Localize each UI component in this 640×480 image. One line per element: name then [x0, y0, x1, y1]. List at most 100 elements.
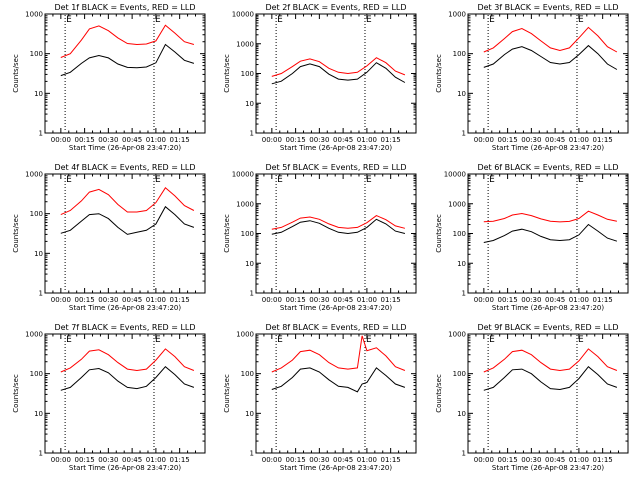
x-tick-label: 00:15: [286, 456, 306, 464]
x-tick-label: 01:15: [593, 296, 613, 304]
x-axis-label: Start Time (26-Apr-08 23:47:20): [69, 144, 181, 152]
x-tick-label: 01:00: [357, 456, 377, 464]
x-tick-label: 00:45: [333, 456, 353, 464]
series-line-events: [271, 218, 406, 235]
x-tick-label: 00:00: [474, 136, 494, 144]
series-line-events: [483, 365, 618, 391]
x-tick-label: 01:15: [170, 456, 190, 464]
x-tick-label: 00:30: [521, 136, 541, 144]
y-tick-label: 10000: [444, 171, 466, 179]
y-tick-label: 10: [457, 90, 466, 98]
chart-panel-3: Det 3f BLACK = Events, RED = LLD 1 10 100 10…: [435, 3, 629, 152]
chart-title: Det 9f BLACK = Events, RED = LLD: [477, 323, 618, 332]
x-tick-label: 00:00: [51, 136, 71, 144]
x-tick-label: 01:00: [357, 136, 377, 144]
chart-panel-2: Det 2f BLACK = Events, RED = LLD 1 10 100 10…: [223, 3, 417, 152]
y-tick-label: 1: [250, 130, 254, 138]
chart-title: Det 1f BLACK = Events, RED = LLD: [54, 3, 195, 12]
series-line-lld: [60, 187, 195, 216]
x-tick-label: 01:15: [381, 136, 401, 144]
x-tick-label: 01:00: [569, 456, 589, 464]
y-tick-label: 1: [250, 290, 254, 298]
y-axis-label: Counts/sec: [12, 54, 20, 93]
chart-title: Det 2f BLACK = Events, RED = LLD: [265, 3, 406, 12]
chart-title: Det 6f BLACK = Events, RED = LLD: [477, 163, 618, 172]
x-tick-label: 01:15: [593, 456, 613, 464]
x-tick-label: 01:15: [381, 296, 401, 304]
x-tick-label: 00:45: [122, 456, 142, 464]
y-tick-label: 10: [34, 250, 43, 258]
y-axis-label: Counts/sec: [435, 214, 443, 253]
y-axis-label: Counts/sec: [223, 374, 231, 413]
y-tick-label: 1000: [448, 200, 466, 208]
y-tick-label: 1000: [25, 331, 43, 339]
y-tick-label: 100: [241, 70, 254, 78]
x-axis-label: Start Time (26-Apr-08 23:47:20): [280, 304, 392, 312]
series-line-events: [60, 205, 195, 235]
y-tick-label: 1000: [448, 11, 466, 19]
event-marker-label: E: [66, 15, 72, 25]
series-line-lld: [483, 26, 618, 53]
x-tick-label: 00:15: [75, 456, 95, 464]
chart-panel-4: Det 4f BLACK = Events, RED = LLD 1 10 100 10…: [12, 163, 206, 312]
x-tick-label: 00:00: [262, 136, 282, 144]
series-line-events: [483, 44, 618, 70]
series-line-events: [271, 62, 406, 85]
event-marker-label: E: [489, 15, 495, 25]
series-line-lld: [271, 215, 406, 230]
x-tick-label: 00:30: [309, 296, 329, 304]
x-tick-label: 00:15: [498, 456, 518, 464]
x-tick-label: 01:15: [381, 456, 401, 464]
x-tick-label: 00:30: [98, 296, 118, 304]
event-marker-label: E: [277, 335, 283, 345]
chart-panel-9: Det 9f BLACK = Events, RED = LLD 1 10 100 10…: [435, 323, 629, 472]
x-tick-label: 01:00: [569, 296, 589, 304]
x-tick-label: 00:15: [498, 136, 518, 144]
series-line-lld: [60, 348, 195, 373]
x-tick-label: 00:30: [98, 136, 118, 144]
x-axis-label: Start Time (26-Apr-08 23:47:20): [69, 304, 181, 312]
plot-frame: [44, 333, 206, 454]
series-line-events: [60, 43, 195, 77]
chart-panel-8: Det 8f BLACK = Events, RED = LLD 1 10 100 10…: [223, 323, 417, 472]
y-tick-label: 10000: [232, 171, 254, 179]
event-marker-label: E: [155, 335, 161, 345]
y-tick-label: 1: [462, 130, 466, 138]
x-tick-label: 00:30: [521, 296, 541, 304]
x-tick-label: 01:15: [170, 136, 190, 144]
event-marker-label: E: [155, 15, 161, 25]
x-tick-label: 00:30: [98, 456, 118, 464]
chart-title: Det 5f BLACK = Events, RED = LLD: [265, 163, 406, 172]
x-tick-label: 01:00: [146, 136, 166, 144]
y-axis-label: Counts/sec: [435, 54, 443, 93]
plot-frame: [44, 173, 206, 294]
x-tick-label: 00:30: [309, 136, 329, 144]
chart-panel-7: Det 7f BLACK = Events, RED = LLD 1 10 100 10…: [12, 323, 206, 472]
y-tick-label: 100: [453, 50, 466, 58]
y-tick-label: 1: [39, 290, 43, 298]
y-tick-label: 1000: [448, 331, 466, 339]
y-tick-label: 10: [457, 260, 466, 268]
x-tick-label: 00:00: [262, 456, 282, 464]
x-tick-label: 01:00: [569, 136, 589, 144]
y-axis-label: Counts/sec: [223, 54, 231, 93]
x-tick-label: 00:45: [333, 296, 353, 304]
y-tick-label: 100: [453, 230, 466, 238]
plot-frame: [255, 333, 417, 454]
y-axis-label: Counts/sec: [12, 214, 20, 253]
x-tick-label: 01:00: [146, 296, 166, 304]
x-tick-label: 00:00: [262, 296, 282, 304]
series-line-events: [60, 366, 195, 391]
y-tick-label: 100: [30, 210, 43, 218]
plot-frame: [44, 13, 206, 134]
y-axis-label: Counts/sec: [12, 374, 20, 413]
x-tick-label: 00:30: [521, 456, 541, 464]
y-tick-label: 1000: [236, 331, 254, 339]
x-tick-label: 00:45: [545, 456, 565, 464]
x-axis-label: Start Time (26-Apr-08 23:47:20): [280, 464, 392, 472]
event-marker-label: E: [366, 15, 372, 25]
event-marker-label: E: [155, 175, 161, 185]
series-line-events: [271, 367, 406, 393]
y-tick-label: 1: [462, 290, 466, 298]
y-tick-label: 10: [245, 410, 254, 418]
